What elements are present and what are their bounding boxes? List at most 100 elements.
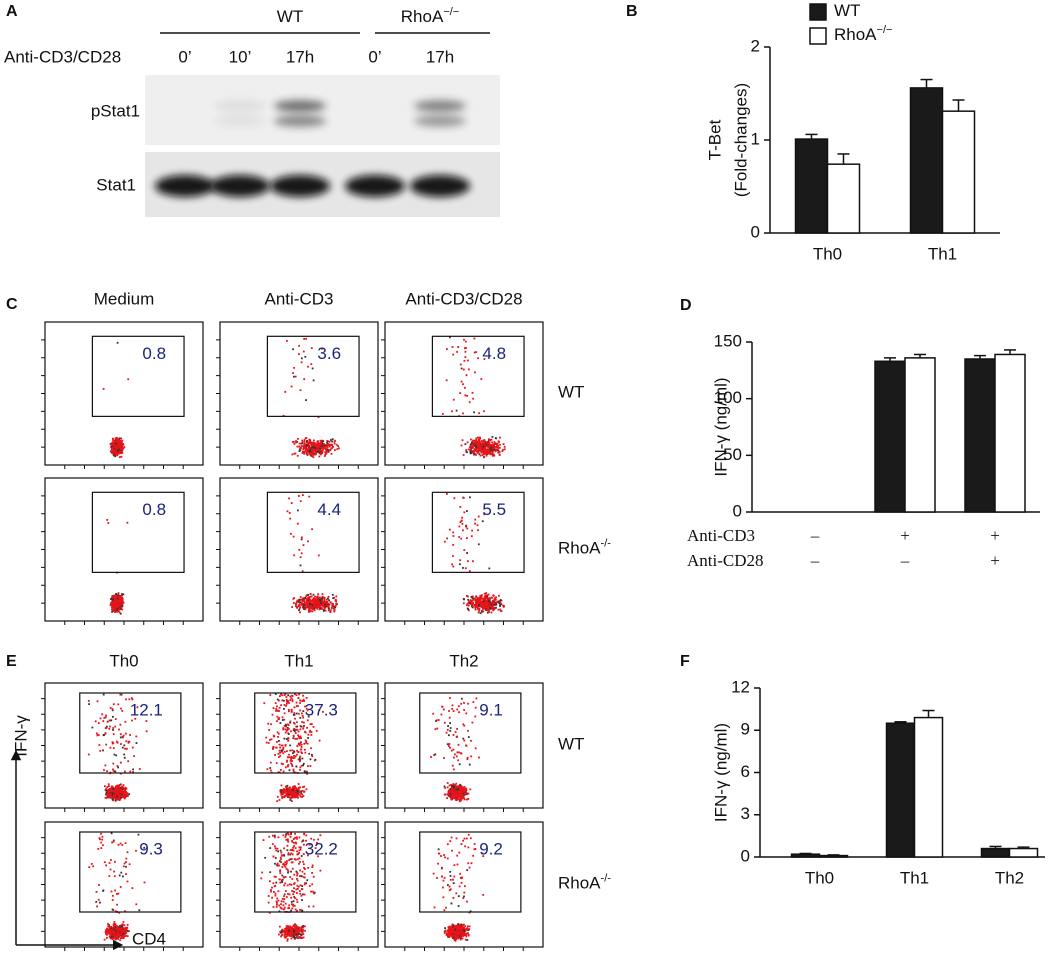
event-dot xyxy=(495,596,497,599)
event-dot xyxy=(326,601,329,603)
event-dot xyxy=(494,597,496,599)
event-dot xyxy=(489,444,492,446)
event-dot xyxy=(319,600,322,602)
event-dot xyxy=(309,446,311,449)
event-dot xyxy=(295,712,298,715)
event-dot xyxy=(116,447,118,450)
event-dot xyxy=(109,868,112,871)
event-dot xyxy=(483,451,486,454)
event-dot xyxy=(120,447,123,450)
event-dot xyxy=(108,719,111,722)
event-dot xyxy=(471,600,473,602)
event-dot xyxy=(112,839,115,842)
event-dot xyxy=(106,519,109,521)
event-dot xyxy=(113,449,116,451)
event-dot xyxy=(312,606,315,608)
event-dot xyxy=(464,356,467,358)
event-dot xyxy=(316,441,319,444)
event-dot xyxy=(295,441,297,444)
event-dot xyxy=(295,936,297,939)
event-dot xyxy=(309,729,312,732)
event-dot xyxy=(452,785,455,788)
event-dot xyxy=(296,792,299,795)
event-dot xyxy=(474,444,476,446)
event-dot xyxy=(474,371,476,374)
event-dot xyxy=(326,441,328,444)
event-dot xyxy=(131,746,134,749)
event-dot xyxy=(472,560,474,563)
event-dot xyxy=(295,787,298,789)
event-dot xyxy=(490,611,493,614)
event-dot xyxy=(103,938,106,941)
event-dot xyxy=(477,608,479,610)
group-label: RhoA−/− xyxy=(401,6,459,27)
event-dot xyxy=(295,705,298,708)
event-dot xyxy=(470,739,472,742)
event-dot xyxy=(298,599,301,602)
event-dot xyxy=(145,730,148,733)
event-dot xyxy=(100,832,102,835)
event-dot xyxy=(469,599,472,601)
event-dot xyxy=(480,440,483,442)
event-dot xyxy=(288,710,290,713)
event-dot xyxy=(277,732,280,735)
event-dot xyxy=(302,605,305,608)
event-dot xyxy=(297,796,299,799)
event-dot xyxy=(105,725,108,728)
event-dot xyxy=(301,570,304,573)
event-dot xyxy=(279,869,282,872)
event-dot xyxy=(121,603,124,606)
event-dot xyxy=(471,441,474,443)
event-dot xyxy=(284,744,287,746)
event-dot xyxy=(124,910,126,913)
event-dot xyxy=(289,876,292,878)
event-dot xyxy=(300,538,303,541)
event-dot xyxy=(483,513,486,516)
event-dot xyxy=(116,605,119,608)
row-label-base: WT xyxy=(558,383,584,402)
event-dot xyxy=(305,399,307,401)
event-dot xyxy=(112,604,115,607)
plot-frame xyxy=(219,821,379,948)
group-label-sup: −/− xyxy=(443,6,459,18)
event-dot xyxy=(487,609,489,612)
event-dot xyxy=(103,861,106,864)
event-dot xyxy=(485,600,488,602)
event-dot xyxy=(474,605,477,607)
event-dot xyxy=(288,512,291,514)
event-dot xyxy=(114,600,117,602)
event-dot xyxy=(318,451,321,454)
event-dot xyxy=(469,445,472,448)
event-dot xyxy=(470,443,472,446)
event-dot xyxy=(119,600,122,603)
event-dot xyxy=(321,593,324,595)
event-dot xyxy=(481,443,484,446)
event-dot xyxy=(327,449,330,451)
event-dot xyxy=(303,742,306,745)
event-dot xyxy=(109,928,111,931)
event-dot xyxy=(331,440,333,443)
event-dot xyxy=(137,833,140,836)
event-dot xyxy=(499,605,501,607)
event-dot xyxy=(295,728,298,731)
event-dot xyxy=(446,782,449,784)
event-dot xyxy=(491,607,494,610)
event-dot xyxy=(446,728,449,731)
event-dot xyxy=(122,601,125,604)
event-dot xyxy=(302,933,305,935)
event-dot xyxy=(123,927,126,930)
event-dot xyxy=(121,599,123,602)
event-dot xyxy=(452,531,455,534)
event-dot xyxy=(121,597,124,600)
event-dot xyxy=(478,601,481,604)
event-dot xyxy=(321,439,323,442)
event-dot xyxy=(125,792,128,795)
event-dot xyxy=(118,935,121,938)
event-dot xyxy=(294,737,297,740)
event-dot xyxy=(474,600,477,603)
event-dot xyxy=(482,607,485,609)
gate xyxy=(431,335,525,417)
event-dot xyxy=(291,795,293,797)
event-dot xyxy=(292,752,294,754)
